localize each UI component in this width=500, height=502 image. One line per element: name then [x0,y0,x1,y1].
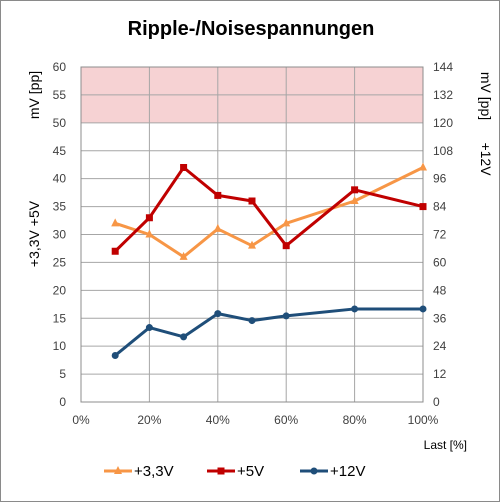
data-point-triangle [145,229,154,238]
x-tick-label: 60% [274,413,298,427]
data-point-square [282,242,290,250]
y-right-tick-label: 108 [433,144,453,158]
right-axis-title: mV [pp] +12V [478,72,494,176]
data-point-triangle [350,196,359,204]
y-right-tick-label: 12 [433,367,447,381]
data-point-circle [180,333,188,341]
left-axis-title-line-2: mV [pp] [26,71,42,119]
data-point-triangle [282,218,291,227]
legend-label: +5V [237,463,264,480]
x-tick-label: 100% [408,413,439,427]
legend-label: +3,3V [134,463,174,480]
y-left-tick-label: 50 [53,116,67,130]
data-point-circle [351,305,359,313]
data-point-triangle [419,162,427,171]
y-right-tick-label: 120 [433,116,453,130]
y-right-tick-label: 24 [433,339,447,353]
series-line [114,166,424,253]
y-left-tick-label: 5 [59,367,66,381]
series-line [114,307,423,357]
data-point-triangle [248,240,256,249]
data-point-square [248,197,256,205]
y-left-tick-label: 10 [53,339,67,353]
data-point-triangle [114,466,122,474]
y-right-tick-label: 132 [433,88,453,102]
y-right-tick-label: 84 [433,200,447,214]
data-point-circle [111,351,119,359]
data-point-square [111,247,119,255]
plot-frame [80,66,424,403]
data-point-circle [282,312,290,320]
data-point-circle [214,310,222,318]
x-tick-label: 20% [137,413,161,427]
data-point-circle [310,467,318,475]
data-point-triangle [179,251,188,260]
y-right-tick-label: 48 [433,283,447,297]
right-axis-title-line-1: mV [pp] [478,72,494,120]
legend-label: +12V [330,463,365,480]
data-point-square [145,214,153,222]
data-point-triangle [111,218,120,227]
legend: +3,3V +5V +12V [104,463,365,480]
series-+3,3V [111,162,427,260]
left-axis-title: +3,3V +5V mV [pp] [26,71,42,267]
y-right-tick-label: 36 [433,311,447,325]
y-right-tick-label: 72 [433,228,447,242]
y-right-tick-label: 0 [433,395,440,409]
y-left-tick-label: 55 [53,88,67,102]
data-point-square [351,186,359,194]
y-left-tick-label: 60 [53,60,67,74]
y-left-tick-label: 35 [53,200,67,214]
y-right-tick-label: 60 [433,255,447,269]
x-tick-label: 0% [72,413,90,427]
legend-item-+3,3V: +3,3V [104,463,174,480]
plot-area: 0 5 10 15 20 25 30 35 40 45 50 55 60 0 12 24 36 48 60 72 84 9… [53,60,454,427]
y-left-tick-label: 30 [53,228,67,242]
data-point-square [180,164,188,171]
data-point-square [214,191,222,199]
x-axis-title: Last [%] [424,438,467,452]
legend-item-+5V: +5V [207,463,264,480]
series-line [114,166,424,259]
y-left-tick-label: 25 [53,255,67,269]
chart-title: Ripple-/Noisespannungen [128,18,375,40]
data-point-circle [248,317,256,325]
y-left-tick-label: 20 [53,283,67,297]
y-left-tick-label: 15 [53,311,67,325]
x-tick-label: 40% [206,413,230,427]
data-point-square [217,467,225,475]
left-axis-title-line-1: +3,3V +5V [26,200,42,267]
data-point-triangle [213,223,222,232]
y-right-tick-label: 144 [433,60,453,74]
series-+5V [111,164,427,255]
y-left-tick-label: 45 [53,144,67,158]
legend-item-+12V: +12V [300,463,365,480]
right-axis-title-line-2: +12V [478,142,494,176]
data-point-circle [419,305,427,313]
series-+12V [111,305,427,359]
data-point-square [419,203,427,211]
y-left-tick-label: 0 [59,395,66,409]
x-tick-label: 80% [343,413,367,427]
y-left-tick-label: 40 [53,172,67,186]
data-point-circle [145,324,153,332]
y-right-tick-label: 96 [433,172,447,186]
